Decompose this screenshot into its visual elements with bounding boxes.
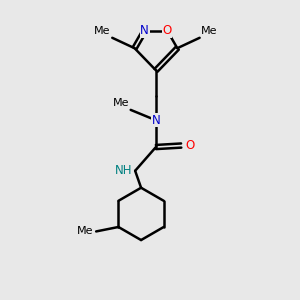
Text: Me: Me [94, 26, 111, 36]
Text: O: O [163, 24, 172, 37]
Text: N: N [140, 24, 149, 37]
Text: Me: Me [77, 226, 94, 236]
Text: Me: Me [113, 98, 129, 108]
Text: NH: NH [115, 164, 132, 177]
Text: N: N [152, 114, 160, 127]
Text: O: O [186, 139, 195, 152]
Text: Me: Me [201, 26, 217, 36]
